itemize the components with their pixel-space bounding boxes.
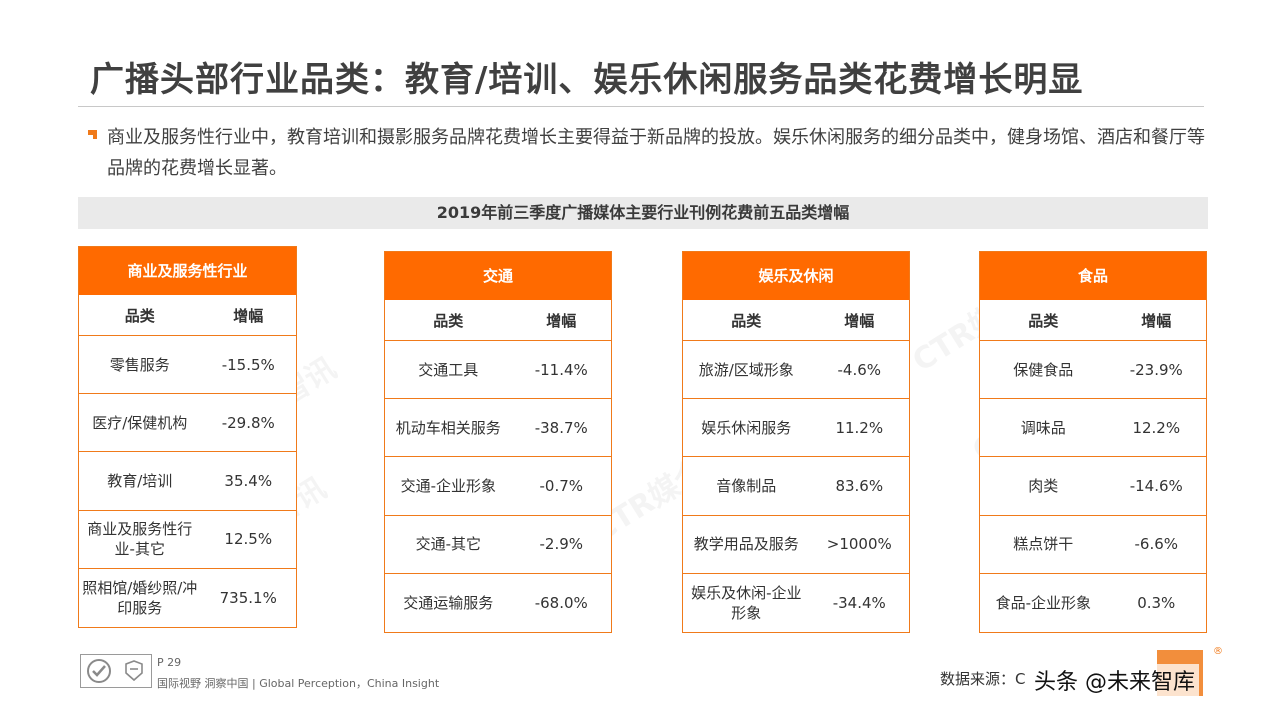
table-header: 娱乐及休闲 (683, 252, 909, 300)
table-transportation: 交通 品类 增幅 交通工具 -11.4% 机动车相关服务 -38.7% 交通-企业形… (384, 251, 612, 633)
row-category: 交通-企业形象 (400, 476, 496, 495)
summary-text: 商业及服务性行业中，教育培训和摄影服务品牌花费增长主要得益于新品牌的投放。娱乐休… (107, 127, 1205, 179)
column-header-category: 品类 (433, 311, 464, 330)
row-growth: -68.0% (534, 593, 588, 612)
table-row: 照相馆/婚纱照/冲印服务 735.1% (79, 569, 296, 627)
row-growth: -14.6% (1129, 476, 1183, 495)
row-growth: -2.9% (539, 535, 584, 554)
row-category: 交通运输服务 (403, 593, 494, 612)
table-header: 食品 (980, 252, 1206, 300)
column-header-growth: 增幅 (546, 311, 577, 330)
table-row: 教学用品及服务 >1000% (683, 516, 909, 574)
row-category: 音像制品 (716, 476, 777, 495)
brand-watermark: 头条 @未来智库 (1030, 664, 1199, 696)
table-header: 商业及服务性行业 (79, 247, 296, 295)
row-growth: -34.4% (832, 593, 886, 612)
row-category: 保健食品 (1013, 360, 1074, 379)
title-divider (78, 106, 1204, 107)
table-row: 零售服务 -15.5% (79, 336, 296, 395)
table-column-headers: 品类 增幅 (79, 295, 296, 336)
row-growth: 12.2% (1132, 418, 1181, 437)
registered-mark: ® (1213, 646, 1223, 657)
page-title: 广播头部行业品类：教育/培训、娱乐休闲服务品类花费增长明显 (90, 60, 1084, 100)
table-row: 调味品 12.2% (980, 399, 1206, 458)
table-row: 食品-企业形象 0.3% (980, 574, 1206, 632)
table-row: 肉类 -14.6% (980, 457, 1206, 516)
band-title-text: 2019年前三季度广播媒体主要行业刊例花费前五品类增幅 (436, 203, 850, 222)
row-category: 照相馆/婚纱照/冲印服务 (82, 578, 198, 617)
row-category: 肉类 (1028, 476, 1059, 495)
ukas-mark-icon (116, 655, 151, 687)
row-growth: >1000% (826, 535, 892, 554)
row-category: 零售服务 (109, 355, 170, 374)
table-row: 保健食品 -23.9% (980, 341, 1206, 400)
table-band-title: 2019年前三季度广播媒体主要行业刊例花费前五品类增幅 (78, 197, 1208, 229)
table-row: 交通工具 -11.4% (385, 341, 611, 400)
row-growth: -29.8% (221, 413, 275, 432)
row-category: 交通-其它 (415, 535, 481, 554)
table-row: 糕点饼干 -6.6% (980, 516, 1206, 574)
table-column-headers: 品类 增幅 (385, 300, 611, 341)
row-category: 娱乐及休闲-企业形象 (691, 583, 802, 622)
row-growth: 735.1% (219, 588, 277, 607)
table-column-headers: 品类 增幅 (980, 300, 1206, 341)
row-growth: 11.2% (835, 418, 884, 437)
row-category: 娱乐休闲服务 (701, 418, 792, 437)
table-row: 机动车相关服务 -38.7% (385, 399, 611, 458)
table-header: 交通 (385, 252, 611, 300)
row-category: 旅游/区域形象 (698, 360, 794, 379)
table-row: 旅游/区域形象 -4.6% (683, 341, 909, 400)
column-header-growth: 增幅 (844, 311, 875, 330)
table-row: 娱乐及休闲-企业形象 -34.4% (683, 574, 909, 632)
row-growth: 35.4% (224, 471, 273, 490)
column-header-growth: 增幅 (1141, 311, 1172, 330)
row-category: 机动车相关服务 (395, 418, 501, 437)
table-row: 音像制品 83.6% (683, 457, 909, 516)
row-growth: 0.3% (1137, 593, 1176, 612)
table-business-services: 商业及服务性行业 品类 增幅 零售服务 -15.5% 医疗/保健机构 -29.8% … (78, 246, 297, 628)
bullet-square-icon (88, 130, 97, 139)
row-growth: -4.6% (837, 360, 882, 379)
check-seal-icon (81, 655, 116, 687)
row-growth: -38.7% (534, 418, 588, 437)
row-category: 商业及服务性行业-其它 (87, 520, 193, 559)
row-growth: 12.5% (224, 530, 273, 549)
row-growth: -23.9% (1129, 360, 1183, 379)
row-growth: -15.5% (221, 355, 275, 374)
column-header-category: 品类 (731, 311, 762, 330)
row-growth: 83.6% (835, 476, 884, 495)
row-category: 交通工具 (418, 360, 479, 379)
row-category: 教育/培训 (107, 471, 173, 490)
row-category: 调味品 (1020, 418, 1066, 437)
column-header-growth: 增幅 (233, 306, 264, 325)
row-growth: -6.6% (1134, 535, 1179, 554)
table-entertainment-leisure: 娱乐及休闲 品类 增幅 旅游/区域形象 -4.6% 娱乐休闲服务 11.2% 音像制… (682, 251, 910, 633)
table-row: 医疗/保健机构 -29.8% (79, 394, 296, 453)
certification-logo (80, 654, 152, 688)
table-row: 娱乐休闲服务 11.2% (683, 399, 909, 458)
row-category: 教学用品及服务 (693, 535, 799, 554)
data-source: 数据来源：C (940, 670, 1026, 688)
row-category: 医疗/保健机构 (92, 413, 188, 432)
table-row: 交通运输服务 -68.0% (385, 574, 611, 632)
table-row: 教育/培训 35.4% (79, 452, 296, 511)
row-category: 糕点饼干 (1013, 535, 1074, 554)
row-category: 食品-企业形象 (995, 593, 1091, 612)
table-row: 交通-其它 -2.9% (385, 516, 611, 574)
column-header-category: 品类 (1028, 311, 1059, 330)
row-growth: -11.4% (534, 360, 588, 379)
table-food: 食品 品类 增幅 保健食品 -23.9% 调味品 12.2% 肉类 -14.6% 糕点… (979, 251, 1207, 633)
table-row: 商业及服务性行业-其它 12.5% (79, 511, 296, 569)
page-number: P 29 (157, 656, 182, 669)
footer-tagline: 国际视野 洞察中国 | Global Perception，China Insi… (157, 677, 440, 690)
table-row: 交通-企业形象 -0.7% (385, 457, 611, 516)
column-header-category: 品类 (124, 306, 155, 325)
row-growth: -0.7% (539, 476, 584, 495)
table-column-headers: 品类 增幅 (683, 300, 909, 341)
